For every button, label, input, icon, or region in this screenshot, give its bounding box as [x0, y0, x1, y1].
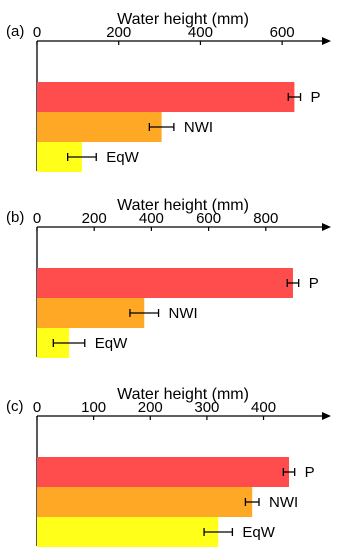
bar-label-nwi: NWI — [169, 305, 198, 322]
bar-p — [37, 268, 293, 298]
x-axis-title: Water height (mm) — [117, 11, 249, 28]
bar-nwi — [37, 487, 253, 517]
x-tick-label: 200 — [138, 399, 163, 416]
x-axis-arrow — [322, 37, 331, 45]
bar-p — [37, 457, 290, 487]
bar-label-p: P — [305, 464, 315, 481]
x-tick-label: 600 — [196, 210, 221, 227]
x-axis-title: Water height (mm) — [117, 197, 249, 214]
panel-label: (b) — [6, 209, 24, 226]
panel-label: (a) — [6, 23, 24, 40]
x-axis-title: Water height (mm) — [117, 386, 249, 403]
x-tick-label: 400 — [188, 24, 213, 41]
bar-p — [37, 82, 295, 112]
bar-nwi — [37, 298, 145, 328]
bar-label-nwi: NWI — [269, 494, 298, 511]
x-tick-label: 100 — [81, 399, 106, 416]
x-tick-label: 600 — [270, 24, 295, 41]
bar-label-p: P — [309, 275, 319, 292]
panel-label: (c) — [6, 398, 24, 415]
x-tick-label: 300 — [194, 399, 219, 416]
x-axis-arrow — [322, 223, 331, 231]
bar-label-eqw: EqW — [95, 335, 128, 352]
x-tick-label: 400 — [251, 399, 276, 416]
bar-label-p: P — [311, 89, 321, 106]
x-tick-label: 800 — [253, 210, 278, 227]
x-axis-arrow — [322, 412, 331, 420]
bar-label-eqw: EqW — [242, 524, 275, 541]
x-tick-label: 400 — [139, 210, 164, 227]
x-tick-label: 200 — [106, 24, 131, 41]
bar-label-eqw: EqW — [106, 149, 139, 166]
bar-eqw — [37, 517, 219, 547]
bar-label-nwi: NWI — [184, 119, 213, 136]
x-tick-label: 0 — [33, 399, 41, 416]
x-tick-label: 200 — [82, 210, 107, 227]
bar-nwi — [37, 112, 162, 142]
x-tick-label: 0 — [33, 210, 41, 227]
x-tick-label: 0 — [33, 24, 41, 41]
